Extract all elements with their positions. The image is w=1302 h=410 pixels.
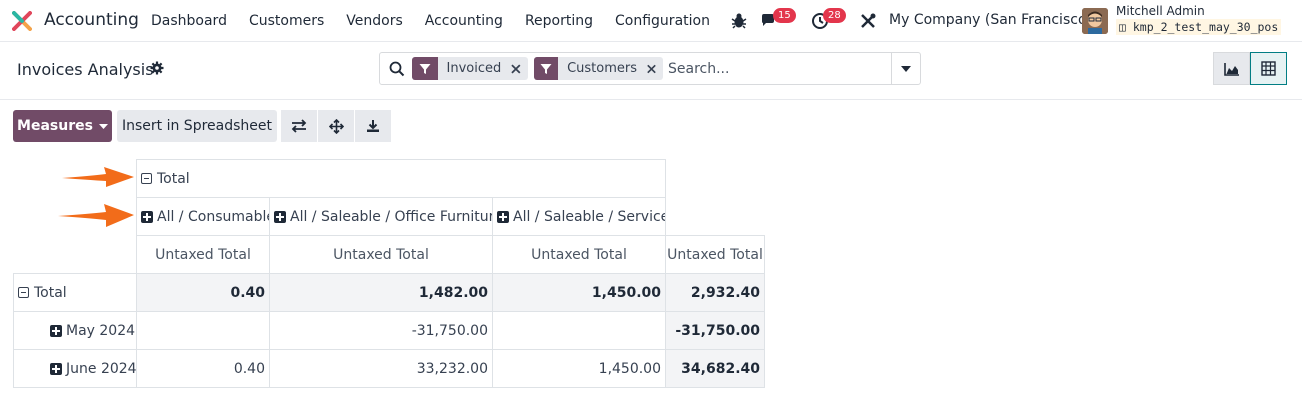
row-header-label: May 2024 (66, 322, 136, 339)
measure-header[interactable]: Untaxed Total (269, 235, 493, 274)
download-button[interactable] (355, 110, 391, 142)
collapse-icon (141, 173, 152, 184)
pivot-cell[interactable] (492, 311, 666, 350)
messages-badge: 15 (773, 8, 796, 23)
expand-icon (141, 210, 153, 223)
facet-customers: Customers (534, 57, 663, 80)
activities-badge: 28 (823, 8, 846, 23)
page-title: Invoices Analysis (17, 60, 154, 79)
annotation-arrow (58, 204, 134, 227)
database-label: kmp_2_test_may_30_pos (1132, 20, 1279, 34)
col-header-total[interactable]: Total (136, 159, 666, 198)
pivot-cell[interactable]: 1,482.00 (269, 273, 493, 312)
annotation-arrow (62, 167, 134, 187)
filter-icon (534, 57, 559, 80)
col-header-label: Total (157, 170, 190, 187)
pivot-cell[interactable]: -31,750.00 (269, 311, 493, 350)
pivot-view-button[interactable] (1250, 52, 1287, 85)
facet-invoiced: Invoiced (412, 57, 528, 80)
app-name[interactable]: Accounting (44, 10, 139, 30)
graph-view-button[interactable] (1213, 52, 1250, 85)
facet-label: Invoiced (446, 61, 502, 76)
row-header-total[interactable]: Total (13, 273, 137, 312)
measures-label: Measures (17, 118, 93, 134)
col-header-label: All / Consumable (157, 208, 270, 225)
caret-down-icon (98, 123, 108, 129)
col-header-label: All / Saleable / Services (513, 208, 666, 225)
download-icon (367, 120, 379, 132)
area-chart-icon (1223, 62, 1239, 76)
expand-all-button[interactable] (318, 110, 354, 142)
accounting-app-icon[interactable] (12, 11, 32, 31)
row-header-label: June 2024 (66, 360, 137, 377)
pivot-cell[interactable]: 1,450.00 (492, 349, 666, 388)
row-header-group[interactable]: May 2024 (13, 311, 137, 350)
expand-icon (497, 210, 509, 223)
menu-accounting[interactable]: Accounting (424, 13, 503, 29)
collapse-icon (18, 287, 29, 298)
col-header-label: All / Saleable / Office Furniture (290, 208, 493, 225)
pivot-cell[interactable]: 0.40 (136, 349, 270, 388)
filter-icon (412, 57, 438, 80)
gear-icon[interactable] (150, 61, 164, 75)
expand-icon (50, 362, 62, 375)
avatar-image (1082, 8, 1108, 34)
pivot-cell-total[interactable]: -31,750.00 (665, 311, 765, 350)
menu-reporting[interactable]: Reporting (524, 13, 594, 29)
pivot-cell[interactable] (136, 311, 270, 350)
expand-icon (274, 210, 286, 223)
menu-vendors[interactable]: Vendors (346, 13, 403, 29)
arrows-icon (328, 118, 344, 134)
search-options-toggle[interactable] (891, 53, 920, 84)
bug-icon[interactable] (730, 12, 748, 30)
pivot-cell-total[interactable]: 34,682.40 (665, 349, 765, 388)
search-icon[interactable] (389, 61, 405, 77)
measure-header[interactable]: Untaxed Total (136, 235, 270, 274)
col-header-group[interactable]: All / Saleable / Services (492, 197, 666, 236)
chat-icon[interactable] (760, 12, 778, 30)
pivot-cell[interactable]: 1,450.00 (492, 273, 666, 312)
search-input[interactable] (668, 58, 888, 80)
user-name[interactable]: Mitchell Admin (1116, 4, 1205, 18)
row-header-label: Total (34, 284, 67, 301)
exchange-icon (291, 119, 307, 133)
top-navbar: Accounting Dashboard Customers Vendors A… (0, 0, 1302, 42)
tools-icon[interactable] (859, 12, 877, 30)
database-icon: ◫ (1119, 20, 1126, 34)
table-icon (1261, 61, 1276, 76)
measures-button[interactable]: Measures (13, 110, 112, 142)
user-avatar[interactable] (1082, 8, 1108, 34)
pivot-cell[interactable]: 0.40 (136, 273, 270, 312)
measure-header[interactable]: Untaxed Total (492, 235, 666, 274)
pivot-cell[interactable]: 33,232.00 (269, 349, 493, 388)
measure-header[interactable]: Untaxed Total (665, 235, 765, 274)
search-bar: Invoiced Customers (379, 52, 921, 85)
menu-customers[interactable]: Customers (248, 13, 325, 29)
col-header-group[interactable]: All / Consumable (136, 197, 270, 236)
col-header-group[interactable]: All / Saleable / Office Furniture (269, 197, 493, 236)
insert-in-spreadsheet-button[interactable]: Insert in Spreadsheet (117, 110, 277, 142)
caret-down-icon (901, 65, 911, 72)
control-panel: Invoices Analysis Invoiced Customers (0, 42, 1302, 100)
facet-label: Customers (567, 61, 638, 76)
menu-configuration[interactable]: Configuration (615, 13, 710, 29)
pivot-cell-total[interactable]: 2,932.40 (665, 273, 765, 312)
expand-icon (50, 324, 62, 337)
company-switcher[interactable]: My Company (San Francisco) (889, 12, 1092, 28)
row-header-group[interactable]: June 2024 (13, 349, 137, 388)
database-name: ◫ kmp_2_test_may_30_pos (1116, 19, 1282, 35)
menu-dashboard[interactable]: Dashboard (151, 13, 227, 29)
flip-axis-button[interactable] (281, 110, 317, 142)
main-menu: Dashboard Customers Vendors Accounting R… (140, 0, 721, 42)
close-icon[interactable] (645, 62, 658, 76)
close-icon[interactable] (509, 62, 523, 76)
